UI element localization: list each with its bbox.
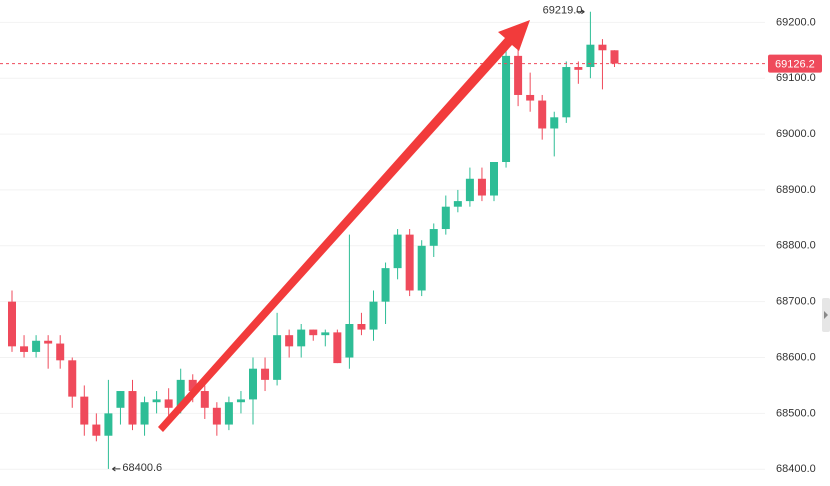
candle-body	[80, 396, 89, 425]
candle-body	[164, 399, 173, 408]
candle-body	[610, 50, 619, 64]
price-label: 69126.2	[775, 58, 815, 70]
candle-body	[562, 67, 571, 118]
candle-body	[357, 324, 366, 330]
candle-body	[188, 379, 197, 392]
candle-body	[514, 55, 523, 95]
candle-body	[550, 117, 559, 129]
candle-body	[345, 324, 354, 358]
candle-body	[405, 234, 414, 291]
candle-body	[20, 346, 29, 352]
candle-body	[526, 94, 535, 101]
candle-body	[453, 201, 462, 207]
y-tick-label: 68800.0	[776, 240, 816, 252]
candle-body	[333, 332, 342, 364]
y-tick-label: 68600.0	[776, 351, 816, 363]
candle-body	[140, 402, 149, 425]
candle-body	[176, 379, 185, 408]
candle-body	[273, 335, 282, 380]
candle-body	[465, 178, 474, 202]
candle-body	[152, 399, 161, 403]
candle-body	[285, 335, 294, 347]
candle-body	[68, 360, 77, 397]
low-annotation-arrow	[112, 466, 121, 472]
candle-body	[309, 329, 318, 336]
y-tick-label: 68700.0	[776, 296, 816, 308]
scroll-tab-icon	[824, 311, 828, 319]
price-label-box	[768, 54, 822, 73]
y-tick-label: 69100.0	[776, 72, 816, 84]
candle-body	[538, 100, 547, 129]
candle-body	[574, 67, 583, 70]
candle-body	[56, 343, 65, 361]
high-annotation: 69219.0	[543, 5, 583, 17]
candle-body	[369, 301, 378, 330]
candle-body	[502, 55, 511, 162]
candle-body	[224, 402, 233, 425]
y-tick-label: 69200.0	[776, 16, 816, 28]
y-tick-label: 68500.0	[776, 407, 816, 419]
candle-body	[417, 245, 426, 291]
low-annotation: 68400.6	[122, 462, 162, 474]
candle-body	[586, 44, 595, 68]
y-tick-label: 68400.0	[776, 463, 816, 475]
candle-body	[429, 229, 438, 246]
candle-body	[92, 424, 101, 436]
candle-body	[381, 268, 390, 302]
candle-body	[104, 413, 113, 436]
grid	[0, 21, 765, 470]
candle-body	[441, 206, 450, 230]
candle-body	[477, 178, 486, 196]
candle-body	[200, 391, 209, 408]
trend-arrow	[158, 20, 530, 432]
candle-body	[490, 162, 498, 196]
candle-body	[598, 44, 607, 51]
y-tick-label: 68900.0	[776, 184, 816, 196]
candle-body	[32, 340, 41, 352]
candle-body	[236, 399, 245, 403]
y-tick-label: 69000.0	[776, 128, 816, 140]
candle-body	[8, 301, 16, 347]
candle-body	[249, 368, 257, 400]
candle-body	[116, 391, 125, 408]
candle-body	[261, 368, 270, 380]
candle-body	[128, 391, 137, 425]
candles	[8, 11, 619, 469]
candle-body	[321, 332, 330, 336]
candle-body	[393, 234, 402, 269]
candle-body	[44, 340, 53, 344]
high-annotation-arrow	[576, 9, 585, 15]
candle-body	[297, 329, 306, 347]
candle-body	[212, 407, 221, 425]
